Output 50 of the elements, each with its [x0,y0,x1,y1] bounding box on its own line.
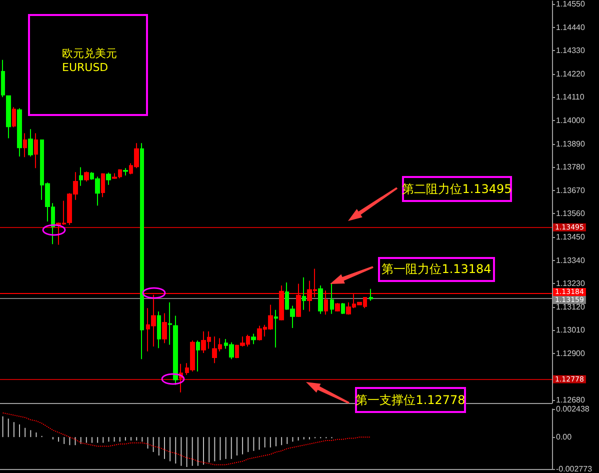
text: 欧元兑美元 [62,46,117,61]
y-tick-label: 1.13890 [556,139,586,148]
y-tick-label: 0.002438 [556,404,590,414]
y-tick-label: 1.13340 [556,256,586,265]
candlestick [157,311,161,349]
candlestick [302,276,306,310]
y-tick-label: 1.13010 [556,326,586,335]
line-series [2,412,372,466]
annotation: 第一阻力位1.13184 [378,257,495,282]
candlestick [251,333,256,345]
text: EURUSD [62,61,108,74]
candlestick [162,312,167,344]
y-tick-label: 1.13230 [556,279,586,288]
candlestick [369,288,373,302]
y-tick-label: 1.14550 [556,0,586,8]
candlestick [79,166,83,186]
candlestick [274,309,278,348]
y-tick-label: 1.13560 [556,209,586,218]
candlestick [1,59,5,98]
y-tick-label: 1.13780 [556,162,586,172]
candlestick [168,302,172,346]
y-tick-label: 1.14220 [556,69,586,78]
candlestick [12,106,16,128]
y-tick-label: 1.12680 [556,396,586,405]
candlestick [341,302,345,315]
candlestick [17,108,22,157]
candlestick [34,132,38,169]
candlestick [335,302,340,312]
y-tick-label: 1.13670 [556,186,586,195]
y-tick-label: 1.13120 [556,302,586,312]
y-tick-label: 1.14000 [556,116,586,125]
y-tick-label: 0.00 [556,432,572,442]
candlestick [140,142,144,360]
y-tick-label: -0.002773 [556,464,593,473]
candlestick [173,315,178,386]
y-tick-label: 1.14440 [556,22,586,32]
candlestick [123,168,128,176]
y-tick-label: 1.14330 [556,46,586,56]
candlestick [101,172,105,198]
candlestick [330,282,334,314]
candlestick [6,95,11,139]
candlestick [318,284,323,314]
y-tick-label: 1.13450 [556,232,586,242]
y-tick-label: 1.12900 [556,348,586,358]
candlestick [28,128,33,157]
candlestick [23,132,27,158]
y-tick-label: 1.14110 [556,92,585,102]
candlestick [84,171,89,182]
candlestick [106,172,111,186]
candlestick [196,340,200,372]
